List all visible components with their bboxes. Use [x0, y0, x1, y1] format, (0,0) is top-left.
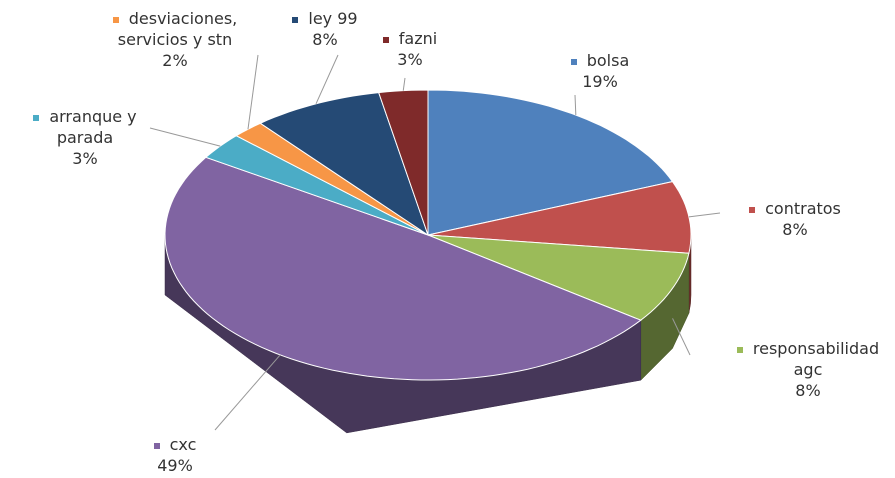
data-label: ley 99 8% — [285, 8, 365, 50]
legend-swatch — [736, 346, 743, 353]
data-label: arranque y parada 3% — [8, 106, 163, 169]
category-name: arranque y parada — [49, 107, 137, 147]
percent-label: 49% — [157, 456, 193, 475]
data-label: desviaciones, servicios y stn 2% — [80, 8, 270, 71]
category-name: desviaciones, servicios y stn — [117, 9, 238, 49]
category-name: responsabilidad agc — [752, 339, 880, 379]
legend-swatch — [570, 58, 577, 65]
legend-swatch — [749, 206, 756, 213]
percent-label: 8% — [312, 30, 338, 49]
category-name: contratos — [765, 199, 841, 218]
percent-label: 3% — [72, 149, 98, 168]
leader-line — [672, 318, 691, 356]
legend-swatch — [33, 114, 40, 121]
leader-line — [315, 54, 339, 105]
legend-swatch — [292, 16, 299, 23]
pie-slice — [427, 234, 690, 321]
category-name: fazni — [398, 29, 438, 48]
legend-swatch — [382, 36, 389, 43]
legend-swatch — [153, 442, 160, 449]
data-label: cxc 49% — [115, 434, 235, 476]
leader-line — [247, 54, 259, 130]
leader-line — [688, 212, 721, 218]
category-name: ley 99 — [308, 9, 358, 28]
data-label: responsabilidad agc 8% — [721, 338, 895, 401]
percent-label: 19% — [582, 72, 618, 91]
percent-label: 8% — [782, 220, 808, 239]
pie-slice — [427, 181, 692, 254]
data-label: bolsa 19% — [540, 50, 660, 92]
pie-slice — [259, 92, 429, 237]
percent-label: 2% — [162, 51, 188, 70]
percent-label: 8% — [795, 381, 821, 400]
data-label: fazni 3% — [370, 28, 450, 70]
pie-slice — [204, 135, 429, 236]
leader-line — [574, 94, 577, 116]
pie-slice — [427, 89, 674, 236]
pie-slice — [164, 156, 642, 381]
leader-line — [149, 127, 221, 147]
leader-line — [402, 77, 406, 91]
category-name: bolsa — [586, 51, 630, 70]
data-label: contratos 8% — [730, 198, 860, 240]
percent-label: 3% — [397, 50, 423, 69]
legend-swatch — [112, 16, 119, 23]
leader-line — [214, 354, 281, 431]
category-name: cxc — [169, 435, 197, 454]
